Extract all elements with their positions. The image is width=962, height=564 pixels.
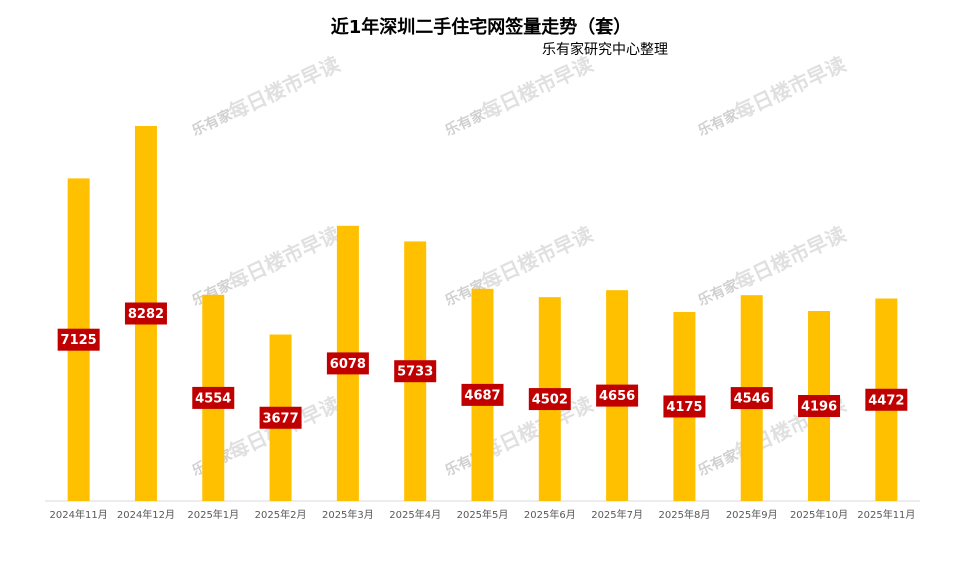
x-tick-label: 2025年9月 [726, 508, 778, 521]
value-label: 4502 [532, 393, 568, 408]
value-label: 4175 [666, 400, 702, 415]
value-label: 7125 [61, 333, 97, 348]
x-tick-label: 2025年10月 [790, 508, 848, 521]
x-tick-label: 2024年12月 [117, 508, 175, 521]
x-tick-label: 2025年3月 [322, 508, 374, 521]
value-label-box [326, 352, 369, 375]
value-label: 4196 [801, 400, 837, 415]
x-tick-label: 2025年8月 [659, 508, 711, 521]
value-label: 4656 [599, 389, 635, 404]
value-label-box [528, 388, 571, 411]
plot-area: 2024年11月 7125 2024年12月 8282 2025年1月 4554 2025年… [45, 126, 920, 521]
x-tick-label: 2025年5月 [457, 508, 509, 521]
watermark-text: 每日楼市早读 [731, 52, 850, 124]
x-tick-label: 2025年1月 [187, 508, 239, 521]
x-tick-label: 2025年11月 [857, 508, 915, 521]
value-label-box [394, 360, 437, 383]
value-label: 4546 [734, 392, 770, 407]
x-tick-label: 2025年2月 [255, 508, 307, 521]
value-label-box [461, 383, 504, 406]
x-tick-label: 2025年7月 [591, 508, 643, 521]
value-label-box [730, 387, 773, 410]
value-label-box [57, 328, 100, 351]
value-label: 8282 [128, 307, 164, 322]
watermark-text: 每日楼市早读 [478, 222, 597, 294]
value-label-box [865, 388, 908, 411]
value-label-box [596, 384, 639, 407]
watermark-text: 每日楼市早读 [225, 52, 344, 124]
x-tick-label: 2025年4月 [389, 508, 441, 521]
watermark-text: 每日楼市早读 [478, 52, 597, 124]
value-label-box [663, 395, 706, 418]
chart-subtitle: 乐有家研究中心整理 [542, 41, 668, 58]
value-label: 5733 [397, 365, 433, 380]
value-label: 6078 [330, 357, 366, 372]
x-tick-label: 2024年11月 [50, 508, 108, 521]
value-label-box [124, 302, 167, 325]
watermark-text: 每日楼市早读 [731, 222, 850, 294]
value-label-box [798, 395, 841, 418]
value-label: 4687 [464, 388, 500, 403]
value-label: 3677 [262, 411, 298, 426]
value-label-box [259, 406, 302, 429]
value-label: 4472 [868, 393, 904, 408]
value-label-box [192, 386, 235, 409]
watermark-text: 每日楼市早读 [225, 222, 344, 294]
value-label: 4554 [195, 391, 231, 406]
x-tick-label: 2025年6月 [524, 508, 576, 521]
chart-title: 近1年深圳二手住宅网签量走势（套） [331, 16, 632, 38]
